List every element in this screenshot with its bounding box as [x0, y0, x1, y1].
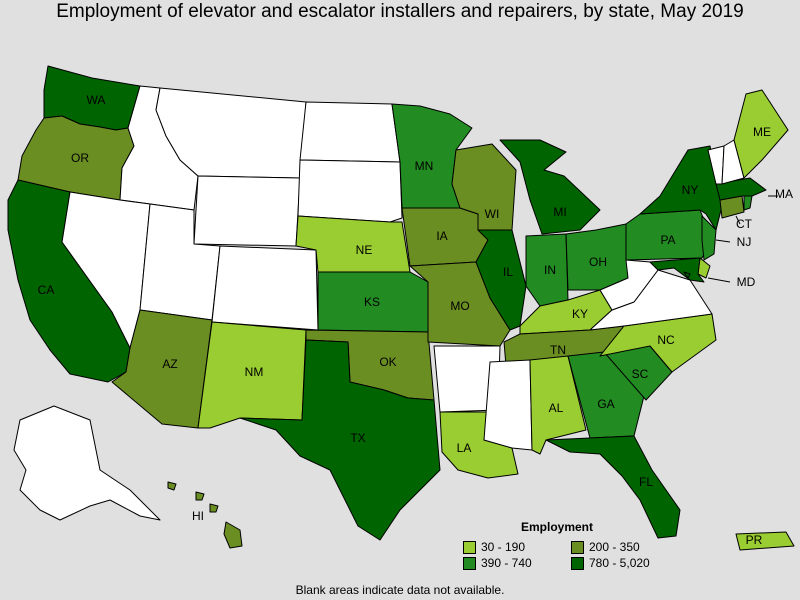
state-label-TX: TX — [350, 431, 365, 445]
state-label-MN: MN — [415, 159, 434, 173]
state-FL[interactable] — [545, 435, 681, 539]
state-label-SC: SC — [632, 367, 649, 381]
state-label-PA: PA — [660, 233, 675, 247]
legend-title: Employment — [521, 520, 594, 534]
state-label-HI: HI — [192, 509, 204, 523]
state-label-MA: MA — [775, 187, 793, 201]
state-label-IN: IN — [544, 263, 556, 277]
state-label-FL: FL — [639, 475, 653, 489]
legend-label: 30 - 190 — [481, 540, 526, 554]
state-label-KS: KS — [364, 295, 380, 309]
state-HI[interactable] — [167, 481, 243, 549]
map-legend: Employment 30 - 190 200 - 350 390 - 740 … — [463, 520, 683, 580]
legend-item-2: 200 - 350 — [571, 540, 640, 554]
leader-line — [715, 239, 731, 243]
state-MS[interactable] — [483, 359, 533, 451]
legend-label: 200 - 350 — [589, 540, 640, 554]
state-WV[interactable] — [599, 259, 659, 311]
state-GA[interactable] — [567, 351, 645, 439]
state-MD[interactable] — [649, 257, 705, 283]
state-WY[interactable] — [193, 175, 301, 247]
state-label-OK: OK — [379, 355, 396, 369]
state-ND[interactable] — [299, 101, 401, 163]
state-label-WI: WI — [485, 207, 500, 221]
state-MA[interactable] — [715, 177, 767, 201]
state-label-ME: ME — [753, 125, 771, 139]
state-RI[interactable] — [743, 195, 753, 211]
state-SD[interactable] — [297, 159, 403, 223]
state-label-OR: OR — [71, 151, 89, 165]
state-label-OH: OH — [589, 255, 607, 269]
state-label-NJ: NJ — [737, 235, 752, 249]
state-label-AZ: AZ — [162, 357, 177, 371]
legend-item-3: 390 - 740 — [463, 556, 532, 570]
state-label-NY: NY — [682, 183, 699, 197]
legend-item-1: 30 - 190 — [463, 540, 525, 554]
legend-label: 390 - 740 — [481, 556, 532, 570]
state-label-IA: IA — [436, 229, 447, 243]
state-label-MO: MO — [450, 299, 469, 313]
state-label-NE: NE — [356, 243, 373, 257]
state-label-TN: TN — [550, 343, 566, 357]
state-MI[interactable] — [499, 139, 601, 235]
state-AK[interactable] — [13, 405, 161, 521]
state-label-NC: NC — [657, 333, 675, 347]
state-label-IL: IL — [503, 265, 513, 279]
leader-line — [707, 277, 731, 283]
state-label-MD: MD — [737, 275, 756, 289]
legend-swatch — [571, 556, 584, 570]
state-CO[interactable] — [211, 245, 319, 331]
state-label-CA: CA — [38, 283, 55, 297]
state-ME[interactable] — [733, 89, 789, 179]
legend-swatch — [463, 540, 476, 554]
state-IL[interactable] — [475, 229, 527, 331]
state-PR[interactable] — [735, 531, 795, 551]
state-TX[interactable] — [239, 339, 441, 541]
legend-swatch — [463, 556, 476, 570]
map-title: Employment of elevator and escalator ins… — [56, 1, 744, 22]
legend-item-4: 780 - 5,020 — [571, 556, 650, 570]
state-label-CT: CT — [736, 217, 753, 231]
state-label-GA: GA — [597, 397, 614, 411]
leader-line — [735, 215, 741, 225]
state-label-NM: NM — [245, 365, 264, 379]
state-label-WA: WA — [87, 93, 106, 107]
state-label-AL: AL — [549, 401, 564, 415]
state-DC[interactable] — [683, 271, 691, 279]
state-label-MI: MI — [553, 205, 566, 219]
state-label-LA: LA — [457, 441, 472, 455]
footnote: Blank areas indicate data not available. — [295, 583, 505, 597]
legend-swatch — [571, 540, 584, 554]
state-NJ[interactable] — [701, 215, 717, 261]
state-label-PR: PR — [746, 533, 763, 547]
state-label-KY: KY — [572, 307, 588, 321]
legend-label: 780 - 5,020 — [589, 556, 650, 570]
